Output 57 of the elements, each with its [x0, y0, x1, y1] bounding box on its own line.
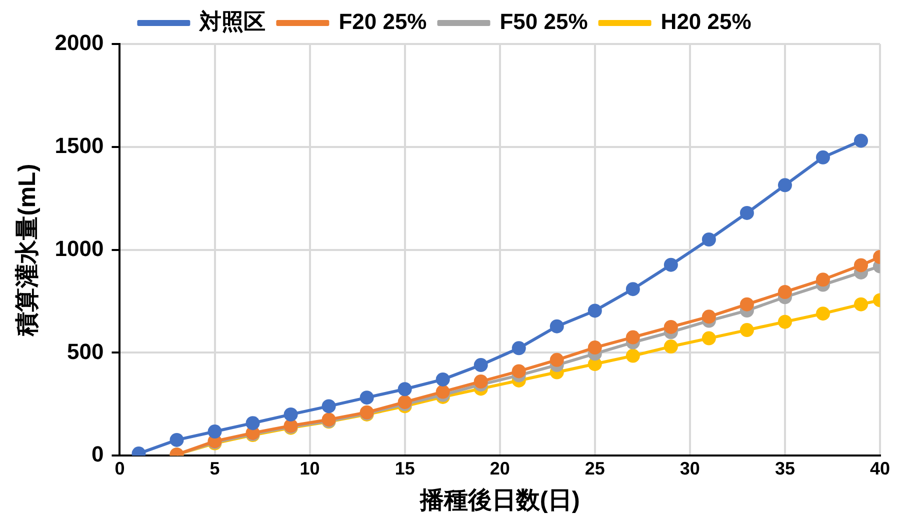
- point: [816, 306, 830, 321]
- point: [626, 330, 640, 344]
- point: [246, 416, 260, 430]
- point: [664, 258, 678, 272]
- x-tick-label: 5: [210, 458, 220, 478]
- point: [854, 297, 868, 312]
- point: [702, 232, 716, 247]
- point: [778, 284, 792, 299]
- point: [170, 432, 184, 447]
- point: [512, 364, 526, 378]
- y-tick-label: 1500: [54, 132, 104, 158]
- point: [778, 314, 792, 329]
- y-tick-label: 1000: [54, 236, 104, 261]
- point: [626, 282, 640, 296]
- point: [474, 358, 488, 372]
- point: [322, 399, 336, 414]
- point: [740, 206, 754, 220]
- legend-label: F20 25%: [338, 9, 427, 34]
- point: [816, 150, 830, 164]
- x-tick-label: 20: [490, 458, 510, 478]
- point: [702, 331, 716, 346]
- x-tick-label: 35: [774, 458, 795, 478]
- point: [474, 374, 488, 389]
- x-tick-label: 30: [680, 458, 700, 478]
- point: [740, 297, 754, 312]
- legend-label: H20 25%: [660, 9, 752, 34]
- point: [436, 384, 450, 399]
- x-tick-label: 0: [114, 458, 125, 478]
- point: [778, 178, 792, 192]
- point: [588, 340, 602, 355]
- point: [360, 390, 374, 405]
- point: [284, 407, 298, 422]
- x-axis-title: 播種後日数(日): [418, 487, 580, 514]
- y-tick-label: 2000: [54, 30, 104, 56]
- point: [740, 323, 754, 338]
- x-tick-label: 40: [870, 458, 890, 478]
- point: [664, 320, 678, 334]
- point: [702, 310, 716, 324]
- x-tick-label: 10: [300, 458, 320, 478]
- y-tick-label: 500: [67, 338, 104, 364]
- point: [398, 382, 412, 396]
- point: [664, 340, 678, 354]
- x-tick-label: 25: [584, 458, 605, 478]
- point: [588, 304, 602, 318]
- point: [512, 341, 526, 356]
- point: [550, 319, 564, 334]
- legend-label: 対照区: [198, 9, 266, 34]
- y-axis-title: 積算灌水量(mL): [14, 164, 42, 337]
- point: [854, 134, 868, 148]
- x-tick-label: 15: [394, 458, 415, 478]
- point: [626, 348, 640, 363]
- point: [208, 424, 222, 439]
- point: [854, 258, 868, 272]
- point: [550, 352, 564, 367]
- legend-label: F50 25%: [500, 9, 588, 34]
- point: [436, 372, 450, 386]
- point: [816, 272, 830, 287]
